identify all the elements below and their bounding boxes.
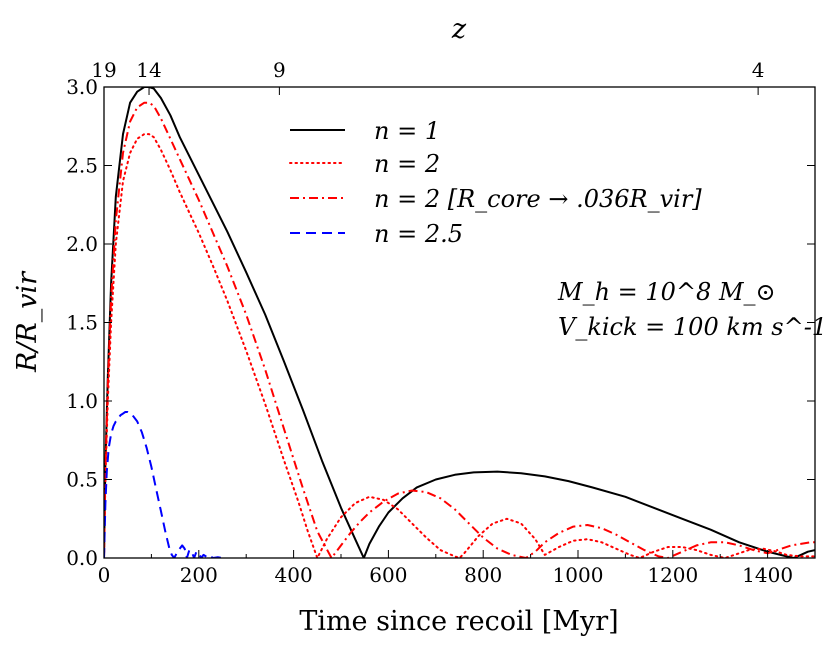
top-tick-label: 19 (91, 58, 116, 82)
y-tick-label: 2.5 (66, 154, 98, 178)
x-tick-label: 0 (98, 563, 111, 587)
annotation-halo-mass: M_h = 10^8 M_⊙ (557, 278, 776, 306)
y-tick-label: 1.0 (66, 389, 98, 413)
y-tick-label: 0.0 (66, 546, 98, 570)
series-line-4 (104, 411, 223, 558)
legend-label-n2: n = 2 (374, 150, 440, 178)
plot-area (104, 87, 815, 558)
y-axis-label: R/R_vir (12, 270, 43, 373)
legend-label-n2-core: n = 2 [R_core → .036R_vir] (374, 185, 702, 213)
series-line-3 (104, 101, 815, 558)
legend-label-n25: n = 2.5 (374, 220, 463, 248)
x-tick-label: 1000 (553, 563, 604, 587)
x-tick-label: 600 (369, 563, 407, 587)
x-tick-label: 400 (275, 563, 313, 587)
legend: n = 1 n = 2 n = 2 [R_core → .036R_vir] n… (289, 117, 702, 248)
top-tick-label: 9 (273, 58, 286, 82)
y-tick-label: 2.0 (66, 232, 98, 256)
y-tick-label: 1.5 (66, 311, 98, 335)
y-tick-label: 0.5 (66, 468, 98, 492)
plot-frame (103, 86, 816, 559)
top-tick-label: 14 (136, 58, 161, 82)
x-tick-label: 200 (180, 563, 218, 587)
top-axis-label: z (451, 14, 467, 45)
annotation-kick-velocity: V_kick = 100 km s^-1 (558, 313, 827, 341)
x-axis-label: Time since recoil [Myr] (299, 606, 618, 637)
legend-label-n1: n = 1 (374, 117, 440, 145)
series-line-1 (104, 87, 815, 558)
y-tick-label: 3.0 (66, 75, 98, 99)
series-line-2 (104, 133, 815, 558)
x-tick-label: 800 (464, 563, 502, 587)
top-tick-label: 4 (752, 58, 765, 82)
x-tick-label: 1200 (647, 563, 698, 587)
x-tick-label: 1400 (742, 563, 793, 587)
